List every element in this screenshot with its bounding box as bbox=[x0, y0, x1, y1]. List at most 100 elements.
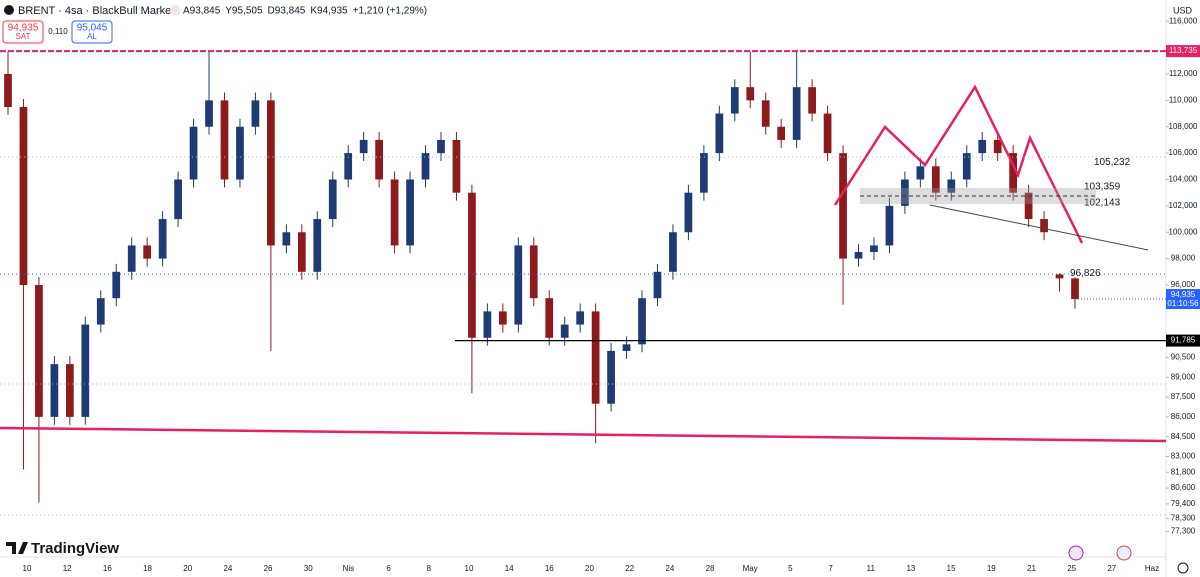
candle-body bbox=[236, 126, 244, 180]
level-price-tag bbox=[1166, 334, 1200, 347]
y-tick-label: 112,000 bbox=[1169, 69, 1198, 78]
candle-body bbox=[65, 364, 74, 417]
legend-item: K94,935 bbox=[310, 6, 348, 17]
legend-item: D93,845 bbox=[268, 6, 306, 17]
buy-button[interactable] bbox=[71, 20, 113, 44]
candle-body bbox=[978, 139, 987, 154]
x-tick-label: 16 bbox=[545, 564, 554, 573]
candle-body bbox=[35, 285, 43, 417]
candle-body bbox=[19, 106, 28, 286]
plot bbox=[4, 51, 1079, 503]
legend-item: A93,845 bbox=[183, 6, 221, 17]
candle-body bbox=[854, 252, 863, 259]
countdown: 01:10:56 bbox=[1167, 299, 1199, 308]
candle-body bbox=[112, 271, 121, 299]
legend-item: +1,210 (+1,29%) bbox=[353, 6, 428, 17]
candle-body bbox=[483, 311, 492, 338]
x-tick-label: 20 bbox=[183, 564, 192, 573]
x-tick-label: 25 bbox=[1067, 564, 1076, 573]
candle-body bbox=[901, 179, 909, 206]
candle-body bbox=[730, 87, 739, 114]
candle-body bbox=[421, 153, 430, 180]
x-tick-label: 10 bbox=[465, 564, 474, 573]
candle-body bbox=[916, 166, 925, 180]
candle-body bbox=[715, 113, 724, 154]
y-tick-label: 87,500 bbox=[1171, 392, 1196, 401]
candle-body bbox=[529, 245, 538, 299]
candle-body bbox=[189, 126, 198, 180]
y-tick-label: 96,000 bbox=[1171, 280, 1196, 289]
last-price-label: 94,935 bbox=[1171, 290, 1196, 299]
flag-icon[interactable] bbox=[1116, 545, 1132, 561]
y-tick-label: 102,000 bbox=[1169, 201, 1198, 210]
status-dot bbox=[170, 5, 180, 15]
x-tick-label: 28 bbox=[706, 564, 715, 573]
x-tick-label: 7 bbox=[828, 564, 833, 573]
pattern-line bbox=[833, 84, 1084, 244]
candle-body bbox=[560, 324, 569, 338]
y-tick-label: 84,500 bbox=[1171, 432, 1196, 441]
candle-body bbox=[220, 100, 229, 180]
spread: 0,110 bbox=[48, 27, 68, 36]
level-price-label: 113,735 bbox=[1169, 46, 1198, 55]
candle-body bbox=[1040, 219, 1048, 233]
candle-body bbox=[375, 139, 383, 180]
candle-body bbox=[344, 153, 353, 180]
candle-body bbox=[174, 179, 182, 220]
candle-body bbox=[653, 271, 662, 299]
y-tick-label: 83,000 bbox=[1171, 452, 1196, 461]
y-tick-label: 108,000 bbox=[1169, 122, 1198, 131]
x-tick-label: 5 bbox=[788, 564, 793, 573]
brand: TradingView bbox=[31, 540, 119, 557]
x-tick-label: 10 bbox=[23, 564, 32, 573]
y-tick-label: 80,600 bbox=[1171, 483, 1196, 492]
candle-body bbox=[50, 364, 59, 417]
candle-body bbox=[251, 100, 260, 127]
x-tick-label: 6 bbox=[386, 564, 391, 573]
x-tick-label: 20 bbox=[585, 564, 594, 573]
y-tick-label: 81,800 bbox=[1171, 467, 1196, 476]
y-tick-label: 100,000 bbox=[1169, 227, 1198, 236]
level-label: 102,143 bbox=[1084, 198, 1121, 209]
settings-icon[interactable] bbox=[1177, 562, 1189, 574]
level-label: 103,359 bbox=[1084, 182, 1121, 193]
candle-body bbox=[746, 87, 755, 101]
lightning-icon[interactable] bbox=[1068, 545, 1084, 561]
candle-body bbox=[962, 153, 971, 180]
candle-body bbox=[761, 100, 770, 127]
candle-body bbox=[545, 298, 554, 338]
x-tick-label: 11 bbox=[867, 564, 876, 573]
sell-price: 94,935 bbox=[8, 23, 39, 34]
sell-button[interactable] bbox=[2, 20, 44, 44]
x-tick-label: 13 bbox=[906, 564, 915, 573]
y-tick-label: 78,300 bbox=[1171, 514, 1196, 523]
currency: USD bbox=[1173, 5, 1193, 15]
candle-body bbox=[437, 139, 445, 154]
candle-body bbox=[638, 298, 646, 345]
level-price-label: 91,785 bbox=[1171, 336, 1196, 345]
level-label: 96,826 bbox=[1070, 268, 1101, 279]
sell-label: SAT bbox=[16, 32, 31, 41]
candle-body bbox=[313, 219, 322, 272]
symbol-icon bbox=[4, 5, 14, 15]
candle-body bbox=[205, 100, 213, 127]
y-tick-label: 77,300 bbox=[1171, 527, 1196, 536]
candle-body bbox=[282, 232, 291, 246]
candle-body bbox=[267, 100, 275, 246]
y-tick-label: 106,000 bbox=[1169, 148, 1198, 157]
x-tick-label: 12 bbox=[63, 564, 72, 573]
candle-body bbox=[328, 179, 337, 220]
candle-body bbox=[158, 219, 167, 259]
x-tick-label: 22 bbox=[625, 564, 634, 573]
x-tick-label: 15 bbox=[947, 564, 956, 573]
candle-body bbox=[870, 245, 878, 253]
trend-line bbox=[0, 426, 1167, 443]
candle-body bbox=[931, 166, 940, 193]
x-tick-label: Nis bbox=[343, 564, 355, 573]
y-tick-label: 86,000 bbox=[1171, 412, 1196, 421]
x-tick-label: 14 bbox=[505, 564, 514, 573]
buy-label: AL bbox=[87, 32, 97, 41]
candle-body bbox=[1055, 274, 1064, 279]
